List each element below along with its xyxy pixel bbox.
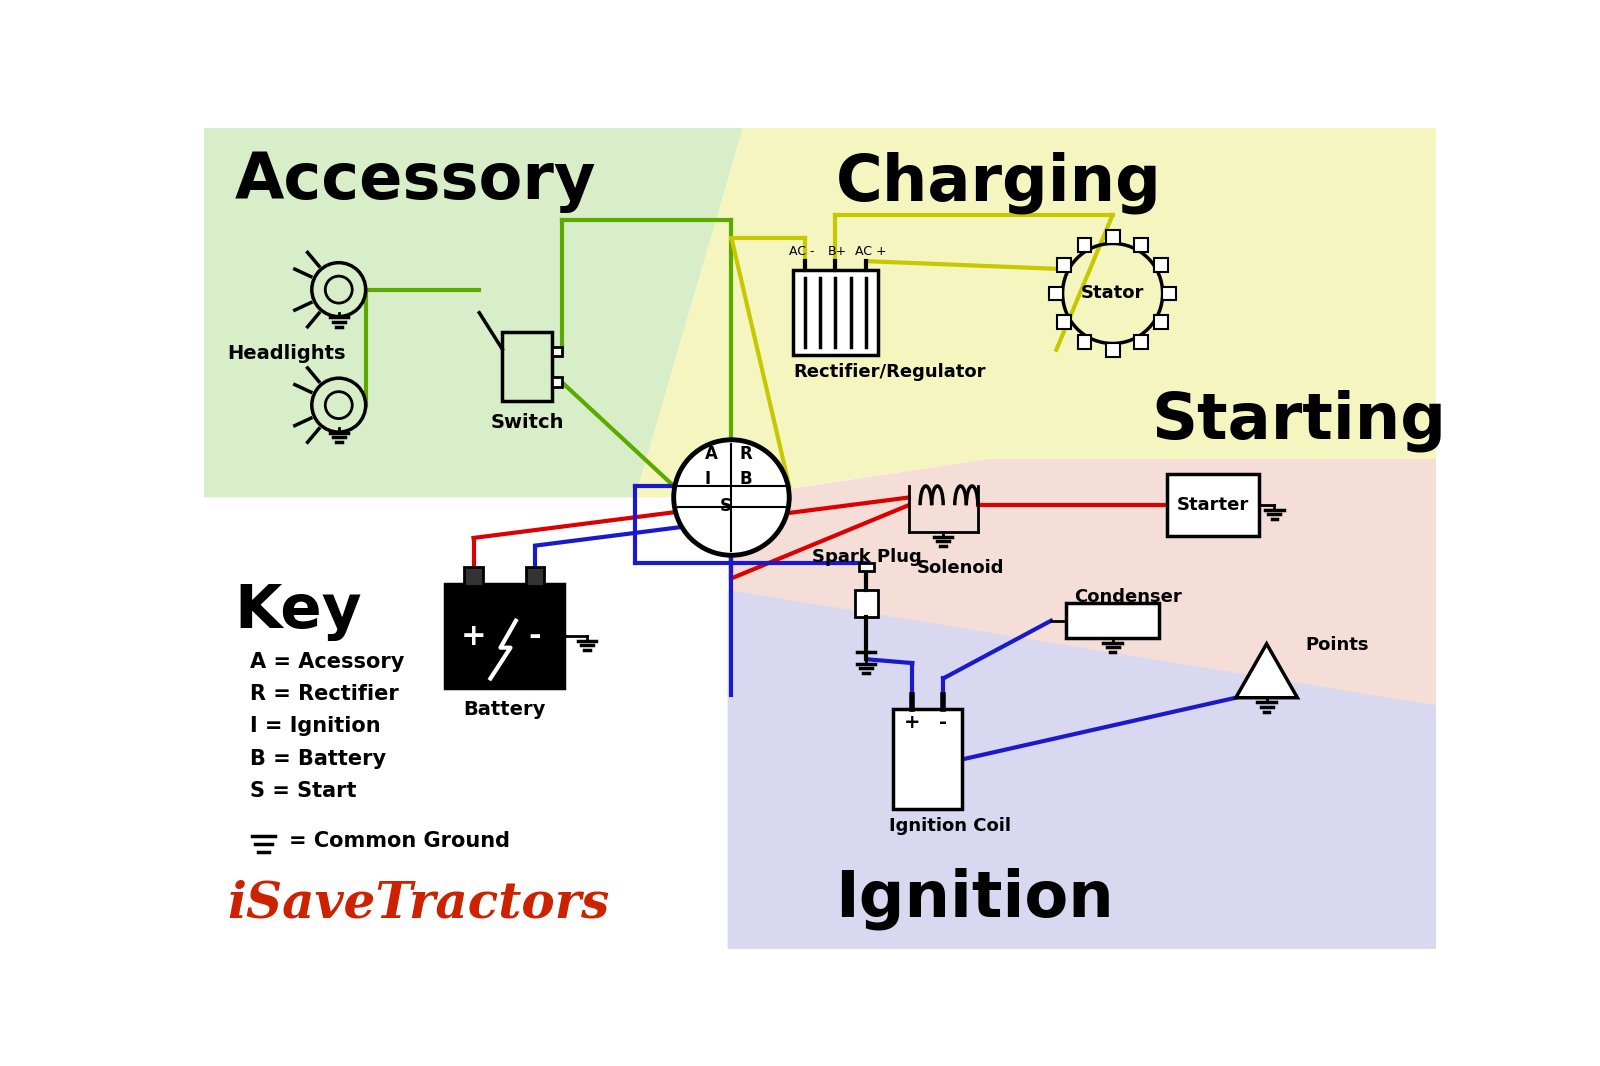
- Text: S: S: [720, 498, 731, 515]
- Bar: [445, 584, 563, 688]
- Text: Key: Key: [235, 582, 363, 642]
- Bar: [1067, 603, 1158, 639]
- Polygon shape: [728, 589, 1437, 949]
- Bar: [1154, 314, 1168, 328]
- Text: B = Battery: B = Battery: [250, 748, 386, 769]
- Text: Condenser: Condenser: [1074, 588, 1182, 605]
- Text: +: +: [461, 621, 486, 650]
- Polygon shape: [205, 128, 742, 498]
- Polygon shape: [1235, 644, 1298, 698]
- Circle shape: [674, 440, 789, 555]
- Text: Starting: Starting: [1150, 390, 1446, 452]
- Bar: [854, 589, 878, 617]
- Bar: [552, 377, 562, 387]
- Bar: [526, 567, 544, 585]
- Text: B: B: [739, 470, 752, 487]
- Bar: [1050, 287, 1064, 301]
- Bar: [794, 271, 878, 355]
- Bar: [464, 567, 483, 585]
- Text: Starter: Starter: [1176, 496, 1250, 514]
- Bar: [1106, 343, 1120, 357]
- Text: Charging: Charging: [835, 151, 1162, 213]
- Polygon shape: [728, 459, 1437, 949]
- Bar: [1077, 238, 1091, 252]
- Text: Accessory: Accessory: [235, 151, 597, 213]
- Bar: [1134, 335, 1147, 349]
- Bar: [893, 709, 963, 809]
- Text: Rectifier/Regulator: Rectifier/Regulator: [794, 362, 986, 381]
- Text: I: I: [704, 470, 710, 487]
- Text: Points: Points: [1306, 636, 1368, 655]
- Text: +: +: [904, 713, 920, 732]
- Text: Switch: Switch: [491, 413, 565, 432]
- Bar: [1154, 258, 1168, 272]
- Text: Stator: Stator: [1082, 285, 1144, 303]
- Text: Spark Plug: Spark Plug: [813, 548, 922, 566]
- Text: -: -: [939, 713, 947, 732]
- Text: Ignition: Ignition: [835, 867, 1114, 930]
- Text: AC +: AC +: [854, 245, 886, 258]
- Text: A: A: [704, 445, 717, 463]
- Bar: [1134, 238, 1147, 252]
- Text: AC -: AC -: [789, 245, 814, 258]
- Text: Headlights: Headlights: [227, 343, 346, 362]
- Bar: [1077, 335, 1091, 349]
- Bar: [552, 346, 562, 356]
- Text: = Common Ground: = Common Ground: [288, 830, 510, 851]
- Polygon shape: [635, 128, 1437, 498]
- Text: -: -: [528, 621, 541, 650]
- Bar: [859, 563, 874, 570]
- Bar: [1058, 258, 1070, 272]
- Text: Ignition Coil: Ignition Coil: [890, 817, 1011, 835]
- Bar: [1058, 314, 1070, 328]
- Text: Solenoid: Solenoid: [917, 560, 1003, 577]
- Text: S = Start: S = Start: [250, 781, 357, 801]
- Bar: [1162, 287, 1176, 301]
- Text: I = Ignition: I = Ignition: [250, 716, 381, 737]
- Text: R = Rectifier: R = Rectifier: [250, 684, 398, 704]
- Text: B+: B+: [827, 245, 846, 258]
- Text: R: R: [739, 445, 752, 463]
- Text: iSaveTractors: iSaveTractors: [227, 879, 610, 928]
- Bar: [1106, 230, 1120, 244]
- Bar: [1166, 474, 1259, 536]
- Text: Battery: Battery: [462, 699, 546, 718]
- Bar: [502, 332, 552, 401]
- Text: A = Acessory: A = Acessory: [250, 651, 405, 672]
